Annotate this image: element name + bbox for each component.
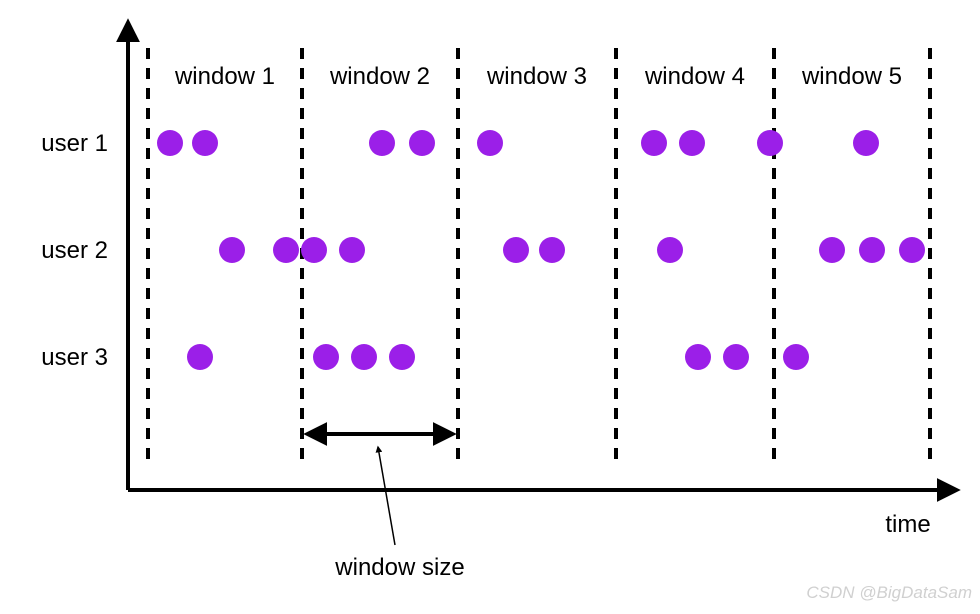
window-label: window 1 [174, 63, 275, 90]
event-dot [389, 344, 415, 370]
watermark: CSDN @BigDataSam [806, 583, 972, 603]
diagram-svg: time user 1 user 2 user 3 window 1 window 2 wi… [0, 0, 980, 609]
event-dot [783, 344, 809, 370]
event-dot [273, 237, 299, 263]
window-label: window 5 [801, 63, 902, 90]
row-label: user 1 [41, 130, 108, 157]
row-label: user 3 [41, 344, 108, 371]
event-dot [313, 344, 339, 370]
event-dot [157, 130, 183, 156]
event-dot [351, 344, 377, 370]
event-dot [539, 237, 565, 263]
event-dot [187, 344, 213, 370]
event-dot [657, 237, 683, 263]
event-dot [641, 130, 667, 156]
event-dot [301, 237, 327, 263]
event-dot [192, 130, 218, 156]
event-dot [369, 130, 395, 156]
event-dot [339, 237, 365, 263]
event-dot [219, 237, 245, 263]
event-dot [503, 237, 529, 263]
event-dot [679, 130, 705, 156]
event-dot [723, 344, 749, 370]
event-dot [409, 130, 435, 156]
event-dot [757, 130, 783, 156]
event-dot [899, 237, 925, 263]
x-axis-label: time [885, 511, 930, 538]
pointer-arrow [378, 447, 395, 545]
event-dot [685, 344, 711, 370]
event-dot [853, 130, 879, 156]
event-dot [859, 237, 885, 263]
event-dot [477, 130, 503, 156]
window-size-label: window size [334, 554, 464, 581]
diagram-root: time user 1 user 2 user 3 window 1 window 2 wi… [0, 0, 980, 609]
window-label: window 2 [329, 63, 430, 90]
window-label: window 4 [644, 63, 745, 90]
event-dot [819, 237, 845, 263]
row-label: user 2 [41, 237, 108, 264]
window-label: window 3 [486, 63, 587, 90]
